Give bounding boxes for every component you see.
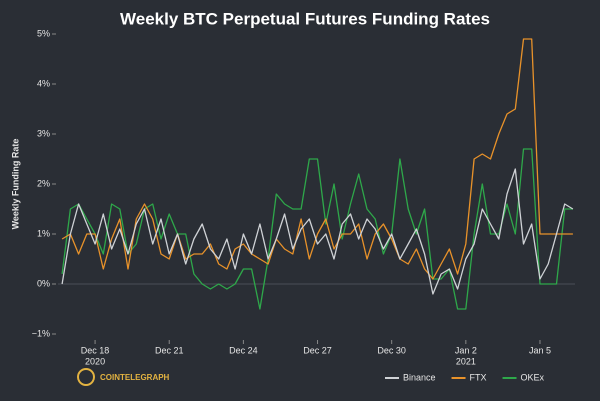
- x-tick-label: Dec 27: [303, 345, 332, 355]
- logo-icon: [77, 368, 95, 386]
- y-tick-label: 2%: [37, 178, 50, 188]
- x-tick-label: Jan 5: [529, 345, 551, 355]
- y-tick-label: 1%: [37, 228, 50, 238]
- y-tick-label: 0%: [37, 278, 50, 288]
- series-line: [61, 168, 574, 295]
- x-tick-label: Dec 21: [155, 345, 184, 355]
- y-tick-label: 3%: [37, 128, 50, 138]
- x-tick-sublabel: 2021: [456, 356, 476, 366]
- chart-title: Weekly BTC Perpetual Futures Funding Rat…: [120, 9, 490, 28]
- x-tick-label: Dec 18: [81, 345, 110, 355]
- legend-label: OKEx: [521, 372, 545, 382]
- y-tick-label: 5%: [37, 28, 50, 38]
- y-axis-label: Weekly Funding Rate: [10, 139, 20, 230]
- x-tick-label: Dec 30: [377, 345, 406, 355]
- logo: COINTELEGRAPH: [77, 368, 170, 386]
- y-tick-label: 4%: [37, 78, 50, 88]
- y-tick-label: −1%: [32, 328, 50, 338]
- series-line: [61, 38, 573, 280]
- x-tick-label: Jan 2: [455, 345, 477, 355]
- series-line: [61, 148, 573, 310]
- legend-label: Binance: [403, 372, 436, 382]
- x-tick-label: Dec 24: [229, 345, 258, 355]
- x-tick-sublabel: 2020: [85, 356, 105, 366]
- source-label: COINTELEGRAPH: [100, 373, 170, 382]
- legend-label: FTX: [470, 372, 487, 382]
